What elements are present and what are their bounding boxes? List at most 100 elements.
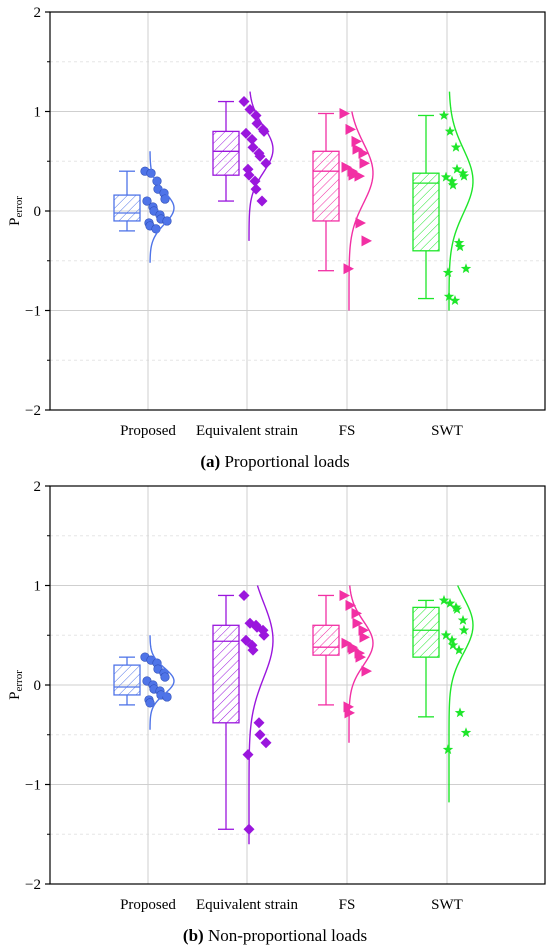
data-point xyxy=(260,157,272,169)
data-point xyxy=(359,631,370,643)
data-point xyxy=(447,179,459,190)
data-point xyxy=(442,744,454,755)
data-point xyxy=(253,717,265,729)
data-point xyxy=(355,217,366,229)
y-tick-label: −1 xyxy=(25,778,41,794)
data-point xyxy=(446,634,458,645)
data-point xyxy=(258,125,270,137)
caption-letter: (a) xyxy=(200,452,220,471)
density-curve xyxy=(248,585,274,845)
data-point xyxy=(260,737,272,749)
data-point xyxy=(458,624,470,635)
data-point xyxy=(358,147,369,159)
data-point xyxy=(142,196,152,206)
data-point xyxy=(451,603,463,614)
density-curve xyxy=(348,111,374,311)
x-category-label: Equivalent strain xyxy=(196,897,299,913)
density-curve xyxy=(448,585,474,803)
data-point xyxy=(351,607,362,619)
data-point xyxy=(339,107,350,119)
caption-text: Proportional loads xyxy=(220,452,349,471)
y-tick-label: 0 xyxy=(34,678,42,694)
y-tick-label: 1 xyxy=(34,105,42,121)
data-point xyxy=(256,195,268,207)
density-curve xyxy=(348,585,374,743)
data-point xyxy=(341,637,352,649)
data-point xyxy=(442,267,454,278)
y-tick-label: 2 xyxy=(34,5,42,21)
data-point xyxy=(460,263,472,274)
data-point xyxy=(453,644,465,655)
data-point xyxy=(348,169,359,181)
data-point xyxy=(351,135,362,147)
data-point xyxy=(457,614,469,625)
data-point xyxy=(454,707,466,718)
box-iqr xyxy=(412,606,440,658)
density-curve xyxy=(248,91,274,241)
caption-letter: (b) xyxy=(183,926,204,945)
data-point xyxy=(460,727,472,738)
box-iqr xyxy=(212,130,240,176)
data-point xyxy=(361,235,372,247)
x-category-label: Proposed xyxy=(120,897,176,913)
data-point xyxy=(355,651,366,663)
box-iqr xyxy=(412,172,440,252)
data-point xyxy=(454,241,466,252)
x-category-label: FS xyxy=(339,897,356,913)
x-category-label: Equivalent strain xyxy=(196,423,299,439)
caption-text: Non-proportional loads xyxy=(204,926,367,945)
data-point xyxy=(449,295,461,305)
data-point xyxy=(440,171,452,182)
y-tick-label: 2 xyxy=(34,479,42,495)
data-point xyxy=(160,672,170,682)
data-point xyxy=(242,749,254,761)
y-tick-label: −2 xyxy=(25,403,41,419)
data-point xyxy=(238,589,250,601)
x-category-label: SWT xyxy=(431,423,463,439)
data-point xyxy=(238,96,250,108)
box-iqr xyxy=(312,624,340,656)
data-point xyxy=(249,175,261,187)
data-point xyxy=(447,639,459,650)
box-iqr xyxy=(312,150,340,222)
box-iqr xyxy=(212,624,240,724)
data-point xyxy=(354,170,365,182)
y-tick-label: 1 xyxy=(34,579,42,595)
data-point xyxy=(160,194,170,204)
data-point xyxy=(247,141,259,153)
figure-caption: (b) Non-proportional loads xyxy=(183,926,367,945)
data-point xyxy=(444,125,456,136)
data-point xyxy=(243,169,255,181)
data-point xyxy=(339,589,350,601)
y-axis-label: Perror xyxy=(7,196,25,226)
data-point xyxy=(345,599,356,611)
data-point xyxy=(444,597,456,608)
data-point xyxy=(446,175,458,186)
data-point xyxy=(247,644,259,656)
data-point xyxy=(451,163,463,174)
data-point xyxy=(348,643,359,655)
box-iqr xyxy=(113,664,141,696)
data-point xyxy=(145,698,155,708)
figure-caption: (a) Proportional loads xyxy=(200,452,349,471)
data-point xyxy=(341,161,352,173)
data-point xyxy=(438,109,450,120)
data-point xyxy=(457,167,469,178)
y-tick-label: −2 xyxy=(25,877,41,893)
density-curve xyxy=(448,91,474,311)
data-point xyxy=(458,170,470,181)
data-point xyxy=(254,729,266,741)
data-point xyxy=(361,665,372,677)
y-tick-label: 0 xyxy=(34,204,42,220)
x-category-label: FS xyxy=(339,423,356,439)
data-point xyxy=(246,133,258,145)
data-point xyxy=(254,150,266,162)
x-category-label: Proposed xyxy=(120,423,176,439)
box-iqr xyxy=(113,194,141,222)
data-point xyxy=(450,141,462,152)
data-point xyxy=(258,629,270,641)
data-point xyxy=(352,617,363,629)
data-point xyxy=(345,123,356,135)
data-point xyxy=(240,127,252,139)
x-category-label: SWT xyxy=(431,897,463,913)
